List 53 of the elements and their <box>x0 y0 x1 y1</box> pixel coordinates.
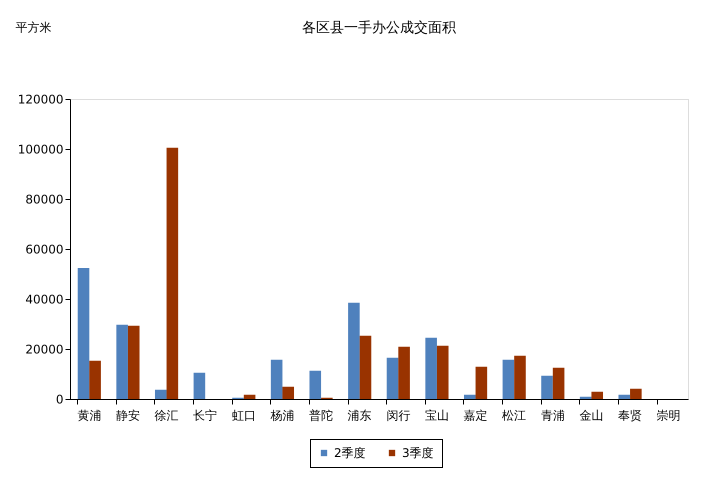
bar <box>89 360 101 399</box>
bar <box>552 368 564 399</box>
bar <box>630 388 642 399</box>
bar <box>78 268 90 399</box>
x-tick-label: 嘉定 <box>464 408 488 422</box>
bar <box>348 302 360 399</box>
x-tick-label: 青浦 <box>540 408 565 422</box>
bar <box>398 346 410 399</box>
bar <box>194 372 206 399</box>
x-tick-label: 长宁 <box>193 408 218 422</box>
y-tick-label: 20000 <box>25 342 64 356</box>
y-tick-label: 0 <box>56 392 64 406</box>
bar <box>464 394 476 399</box>
y-tick-label: 80000 <box>25 192 64 206</box>
chart-title: 各区县一手办公成交面积 <box>302 20 456 36</box>
bar <box>244 394 256 399</box>
x-tick-label: 浦东 <box>348 408 372 422</box>
bar <box>591 392 604 399</box>
bar <box>128 326 140 399</box>
bar <box>618 394 630 399</box>
x-tick-label: 闵行 <box>386 408 410 422</box>
bar <box>476 366 488 399</box>
bar <box>425 338 437 399</box>
x-tick-label: 普陀 <box>309 408 334 422</box>
bar <box>502 360 514 399</box>
x-tick-label: 松江 <box>502 408 526 422</box>
y-axis-title: 平方米 <box>16 20 52 34</box>
x-tick-label: 杨浦 <box>269 408 294 422</box>
bar <box>360 336 372 399</box>
bar <box>436 346 449 399</box>
bar <box>270 360 282 399</box>
x-tick-label: 黄浦 <box>77 408 102 422</box>
y-tick-label: 40000 <box>25 292 64 306</box>
x-tick-label: 徐汇 <box>154 408 179 422</box>
y-tick-label: 60000 <box>25 242 64 256</box>
bar <box>166 148 178 399</box>
bar <box>309 370 322 399</box>
x-tick-label: 静安 <box>116 408 140 422</box>
bar <box>541 376 553 399</box>
bar <box>116 324 128 399</box>
legend-label: 3季度 <box>402 446 434 460</box>
bar <box>514 356 526 399</box>
x-tick-label: 金山 <box>579 408 604 422</box>
x-tick-label: 奉贤 <box>618 408 642 422</box>
y-tick-label: 120000 <box>18 92 64 106</box>
x-tick-label: 宝山 <box>424 408 449 422</box>
bar <box>386 358 398 399</box>
x-tick-label: 虹口 <box>232 408 256 422</box>
x-tick-label: 崇明 <box>656 408 681 422</box>
y-tick-label: 100000 <box>18 142 64 156</box>
bar <box>282 386 294 399</box>
legend-label: 2季度 <box>334 446 366 460</box>
bar <box>154 390 167 399</box>
